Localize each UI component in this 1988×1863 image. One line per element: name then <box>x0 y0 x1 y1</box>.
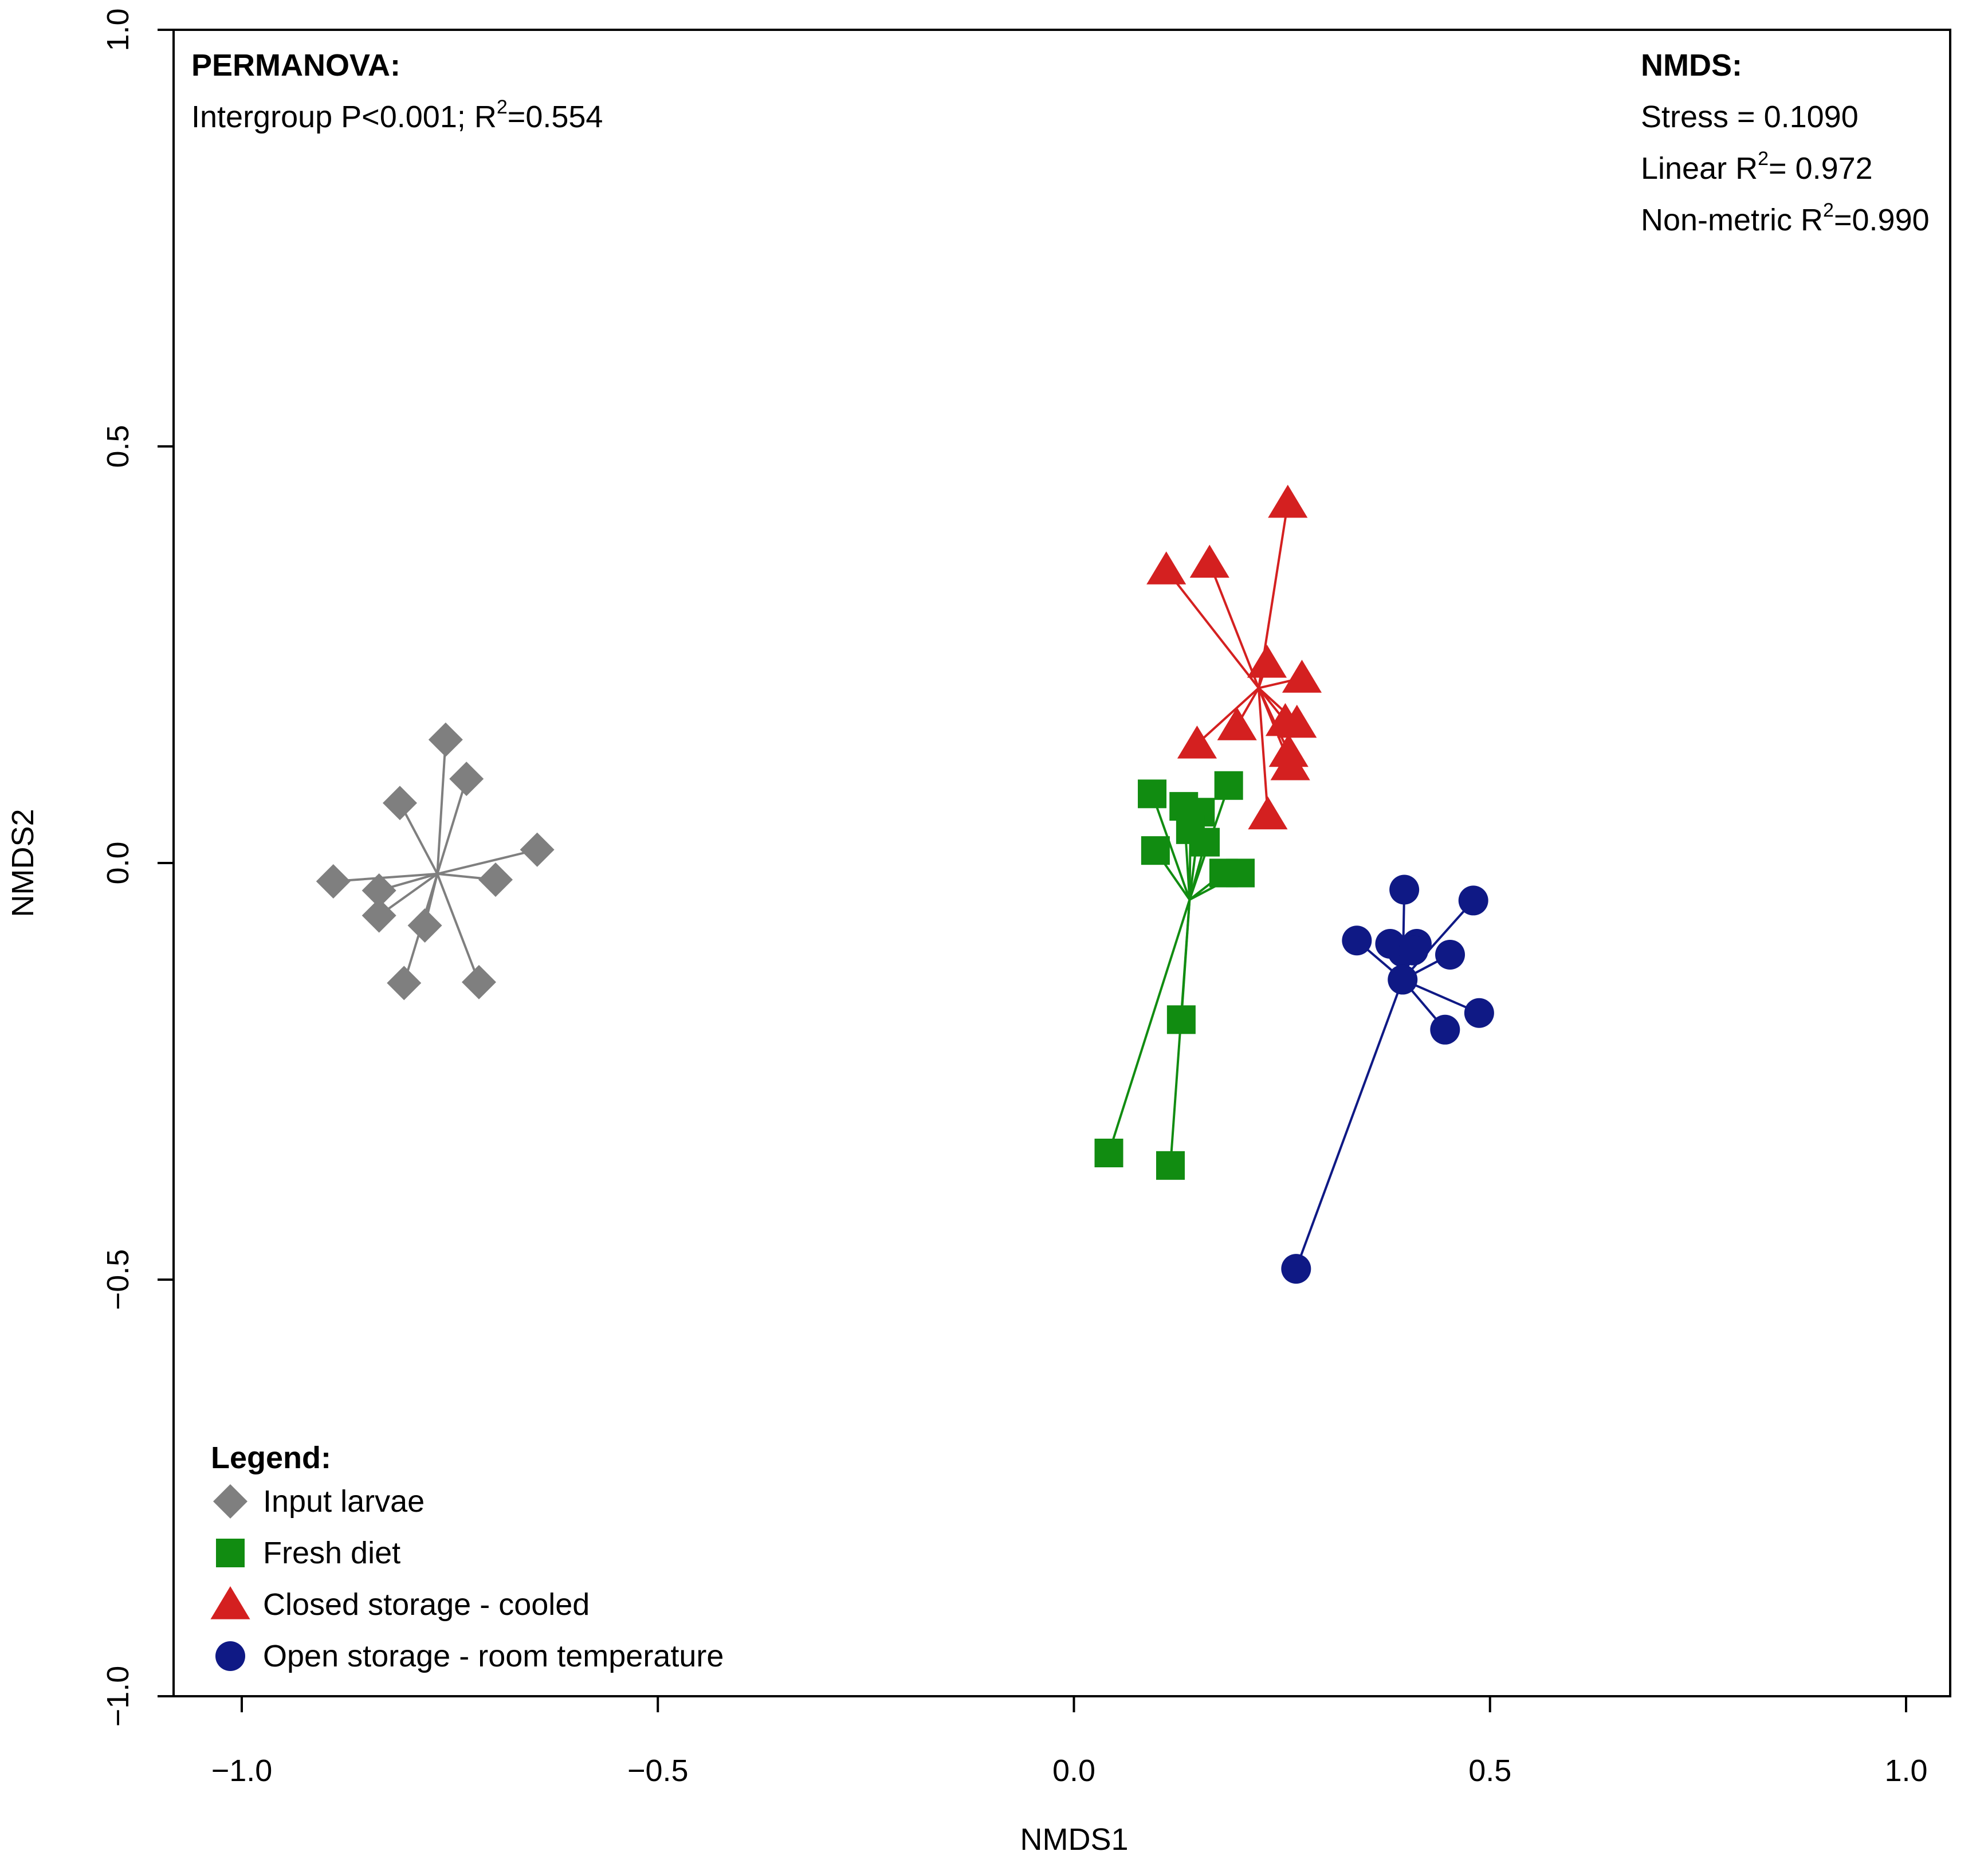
x-tick-label: −0.5 <box>627 1754 689 1788</box>
point-circle <box>1281 1254 1311 1284</box>
spoke-line <box>437 848 538 875</box>
nmds-heading: NMDS: <box>1641 48 1742 83</box>
point-square <box>1141 836 1170 865</box>
data-points <box>316 484 1494 1284</box>
x-tick-label: 0.0 <box>1052 1754 1095 1788</box>
legend-marker-triangle <box>210 1586 250 1619</box>
point-circle <box>1464 998 1494 1028</box>
x-tick-label: −1.0 <box>211 1754 273 1788</box>
point-circle <box>1435 939 1466 970</box>
x-axis-ticks: −1.0 −0.5 0.0 0.5 1.0 <box>211 1696 1928 1788</box>
y-tick-label: 0.0 <box>101 841 135 884</box>
point-square <box>1226 858 1255 888</box>
nmds-linear-r2: Linear R2= 0.972 <box>1641 148 1873 186</box>
legend: Legend: Input larvae Fresh diet Closed sto… <box>210 1441 724 1673</box>
spoke-line <box>1401 900 1475 980</box>
x-axis-label: NMDS1 <box>1020 1822 1128 1857</box>
spoke-line <box>1151 793 1191 900</box>
spoke-line <box>1196 687 1260 745</box>
point-diamond <box>449 762 484 797</box>
point-diamond <box>407 908 442 943</box>
point-circle <box>1430 1014 1460 1045</box>
legend-marker-square <box>216 1539 245 1567</box>
spoke-line <box>1257 688 1269 815</box>
point-triangle <box>1217 707 1257 740</box>
y-axis-ticks: −1.0 −0.5 0.0 0.5 1.0 <box>101 8 174 1727</box>
linear-superscript: 2 <box>1758 148 1769 170</box>
spoke-line <box>1208 562 1260 689</box>
point-triangle <box>1277 704 1317 738</box>
point-triangle <box>1189 544 1229 578</box>
nmds-nonmetric-r2: Non-metric R2=0.990 <box>1641 199 1930 237</box>
spoke-line <box>436 778 468 874</box>
y-tick-label: −0.5 <box>101 1249 135 1311</box>
point-triangle <box>1268 484 1308 518</box>
permanova-prefix: Intergroup P<0.001; R <box>191 100 497 134</box>
point-square <box>1156 1151 1185 1180</box>
point-circle <box>1458 885 1488 916</box>
point-square <box>1166 1005 1196 1034</box>
point-diamond <box>520 832 555 867</box>
y-tick-label: 0.5 <box>101 425 135 468</box>
permanova-heading: PERMANOVA: <box>191 48 400 83</box>
linear-suffix: = 0.972 <box>1769 151 1873 186</box>
legend-label: Closed storage - cooled <box>263 1587 590 1622</box>
point-square <box>1138 779 1167 809</box>
legend-title: Legend: <box>211 1441 331 1475</box>
permanova-suffix: =0.554 <box>508 100 603 134</box>
permanova-result: Intergroup P<0.001; R2=0.554 <box>191 96 603 134</box>
point-triangle <box>1282 660 1322 693</box>
point-triangle <box>1247 645 1287 678</box>
spoke-line <box>399 802 439 874</box>
legend-items: Input larvae Fresh diet Closed storage - c… <box>210 1484 724 1673</box>
point-square <box>1214 771 1243 800</box>
spoke-line <box>1107 899 1191 1154</box>
point-square <box>1191 827 1220 857</box>
point-diamond <box>428 722 463 757</box>
y-axis-label: NMDS2 <box>6 809 40 917</box>
nonmetric-suffix: =0.990 <box>1834 203 1930 237</box>
legend-label: Fresh diet <box>263 1536 400 1570</box>
nonmetric-prefix: Non-metric R <box>1641 203 1823 237</box>
legend-marker-diamond <box>213 1484 247 1519</box>
point-triangle <box>1270 747 1310 781</box>
point-square <box>1094 1138 1123 1167</box>
legend-label: Open storage - room temperature <box>263 1639 724 1673</box>
permanova-superscript: 2 <box>497 96 508 118</box>
point-diamond <box>316 864 351 899</box>
point-triangle <box>1177 725 1217 759</box>
point-diamond <box>478 862 513 897</box>
point-diamond <box>362 898 396 933</box>
nmds-stress: Stress = 0.1090 <box>1641 100 1859 134</box>
spoke-line <box>436 739 447 874</box>
x-tick-label: 1.0 <box>1884 1754 1927 1788</box>
point-triangle <box>1146 551 1186 585</box>
point-diamond <box>461 964 496 999</box>
spoke-line <box>1165 568 1260 689</box>
spoke-line <box>1295 979 1404 1269</box>
x-tick-label: 0.5 <box>1468 1754 1511 1788</box>
point-triangle <box>1248 796 1288 830</box>
linear-prefix: Linear R <box>1641 151 1758 186</box>
y-tick-label: 1.0 <box>101 8 135 51</box>
point-circle <box>1342 925 1372 956</box>
nonmetric-superscript: 2 <box>1823 199 1834 221</box>
legend-label: Input larvae <box>263 1484 425 1519</box>
point-circle <box>1398 935 1429 966</box>
spoke-line <box>436 873 480 983</box>
y-tick-label: −1.0 <box>101 1666 135 1727</box>
point-diamond <box>362 873 396 908</box>
point-diamond <box>382 786 417 821</box>
point-circle <box>1389 874 1420 905</box>
point-circle <box>1388 964 1418 995</box>
point-diamond <box>387 966 422 1001</box>
spoke-line <box>333 872 438 883</box>
legend-marker-circle <box>215 1641 245 1671</box>
